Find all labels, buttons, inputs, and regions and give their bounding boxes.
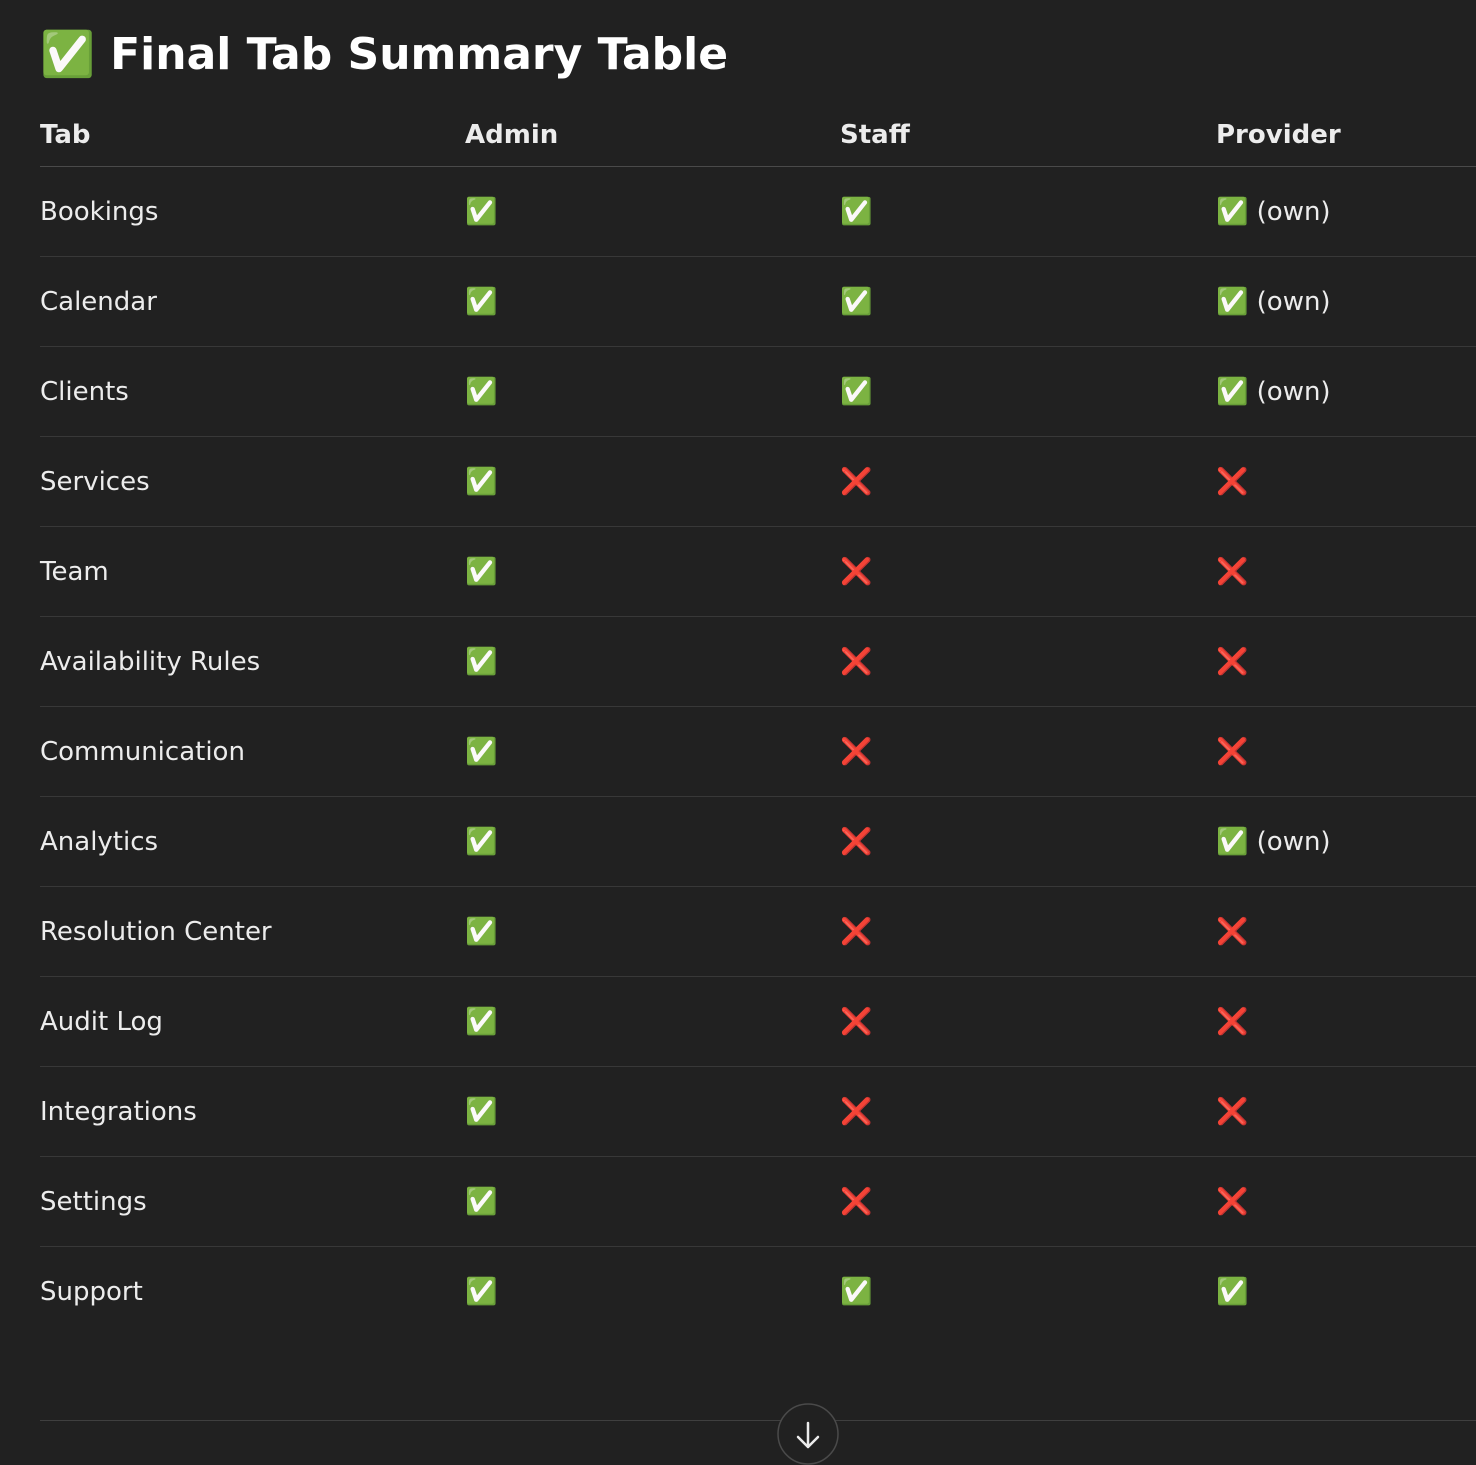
tab-name: Settings: [40, 1156, 465, 1247]
tab-name: Communication: [40, 706, 465, 797]
access-cell: ✅: [465, 886, 840, 977]
access-cell: ✅: [840, 166, 1216, 257]
table-body: Bookings ✅ ✅ ✅ (own) Calendar ✅ ✅ ✅ (own) Client…: [40, 166, 1476, 1337]
header-row: Tab Admin Staff Provider: [40, 103, 1476, 167]
access-cell: ✅: [465, 346, 840, 437]
table-row: Team ✅ ❌ ❌: [40, 526, 1476, 617]
access-cell: ❌: [1216, 1156, 1476, 1247]
access-cell: ❌: [840, 1156, 1216, 1247]
table-row: Settings ✅ ❌ ❌: [40, 1156, 1476, 1247]
access-cell: ✅ (own): [1216, 796, 1476, 887]
tab-name: Services: [40, 436, 465, 527]
tab-name: Calendar: [40, 256, 465, 347]
summary-table: Tab Admin Staff Provider Bookings ✅ ✅ ✅ (own) C…: [40, 103, 1476, 1336]
title: ✅ Final Tab Summary Table: [40, 29, 729, 80]
table-row: Clients ✅ ✅ ✅ (own): [40, 346, 1476, 437]
access-cell: ❌: [1216, 706, 1476, 797]
access-cell: ✅: [465, 796, 840, 887]
access-cell: ❌: [840, 796, 1216, 887]
access-cell: ✅: [465, 1276, 498, 1307]
access-cell: ❌: [1216, 886, 1476, 977]
table-row: Analytics ✅ ❌ ✅ (own): [40, 796, 1476, 887]
access-cell: ✅: [1216, 1276, 1249, 1307]
column-header: Provider: [1216, 103, 1476, 167]
divider: [40, 1420, 1476, 1421]
access-cell: ❌: [840, 526, 1216, 617]
access-cell: ✅: [465, 976, 840, 1067]
access-cell: ❌: [1216, 616, 1476, 707]
tab-name: Support: [40, 1276, 143, 1307]
table-row: Communication ✅ ❌ ❌: [40, 706, 1476, 797]
table-row: Bookings ✅ ✅ ✅ (own): [40, 166, 1476, 257]
access-cell: ❌: [840, 706, 1216, 797]
access-cell: ✅: [465, 706, 840, 797]
access-cell: ✅: [465, 1156, 840, 1247]
table-row: Calendar ✅ ✅ ✅ (own): [40, 256, 1476, 347]
table-row: Support ✅ ✅ ✅: [40, 1247, 1476, 1337]
access-cell: ✅: [840, 256, 1216, 347]
tab-name: Resolution Center: [40, 886, 465, 977]
access-cell: ✅: [465, 1066, 840, 1157]
table-row: Resolution Center ✅ ❌ ❌: [40, 886, 1476, 977]
access-cell: ❌: [1216, 976, 1476, 1067]
access-cell: ✅: [840, 1276, 873, 1307]
access-cell: ❌: [1216, 1066, 1476, 1157]
access-cell: ✅: [465, 436, 840, 527]
scroll-down-button[interactable]: [777, 1403, 839, 1465]
tab-name: Integrations: [40, 1066, 465, 1157]
table-row: Audit Log ✅ ❌ ❌: [40, 976, 1476, 1067]
access-cell: ✅: [840, 346, 1216, 437]
access-cell: ❌: [1216, 526, 1476, 617]
table-row: Services ✅ ❌ ❌: [40, 436, 1476, 527]
tab-name: Team: [40, 526, 465, 617]
access-cell: ✅ (own): [1216, 166, 1476, 257]
access-cell: ✅ (own): [1216, 346, 1476, 437]
access-cell: ❌: [840, 976, 1216, 1067]
column-header: Admin: [465, 103, 840, 167]
column-header: Tab: [40, 103, 465, 167]
table-row: Integrations ✅ ❌ ❌: [40, 1066, 1476, 1157]
access-cell: ✅: [465, 166, 840, 257]
access-cell: ❌: [840, 436, 1216, 527]
tab-name: Analytics: [40, 796, 465, 887]
column-header: Staff: [840, 103, 1216, 167]
access-cell: ✅: [465, 256, 840, 347]
access-cell: ✅: [465, 616, 840, 707]
access-cell: ❌: [840, 1066, 1216, 1157]
access-cell: ✅: [465, 526, 840, 617]
access-cell: ❌: [1216, 436, 1476, 527]
tab-name: Clients: [40, 346, 465, 437]
tab-name: Bookings: [40, 166, 465, 257]
table-row: Availability Rules ✅ ❌ ❌: [40, 616, 1476, 707]
tab-name: Audit Log: [40, 976, 465, 1067]
access-cell: ❌: [840, 886, 1216, 977]
access-cell: ❌: [840, 616, 1216, 707]
access-cell: ✅ (own): [1216, 256, 1476, 347]
tab-name: Availability Rules: [40, 616, 465, 707]
